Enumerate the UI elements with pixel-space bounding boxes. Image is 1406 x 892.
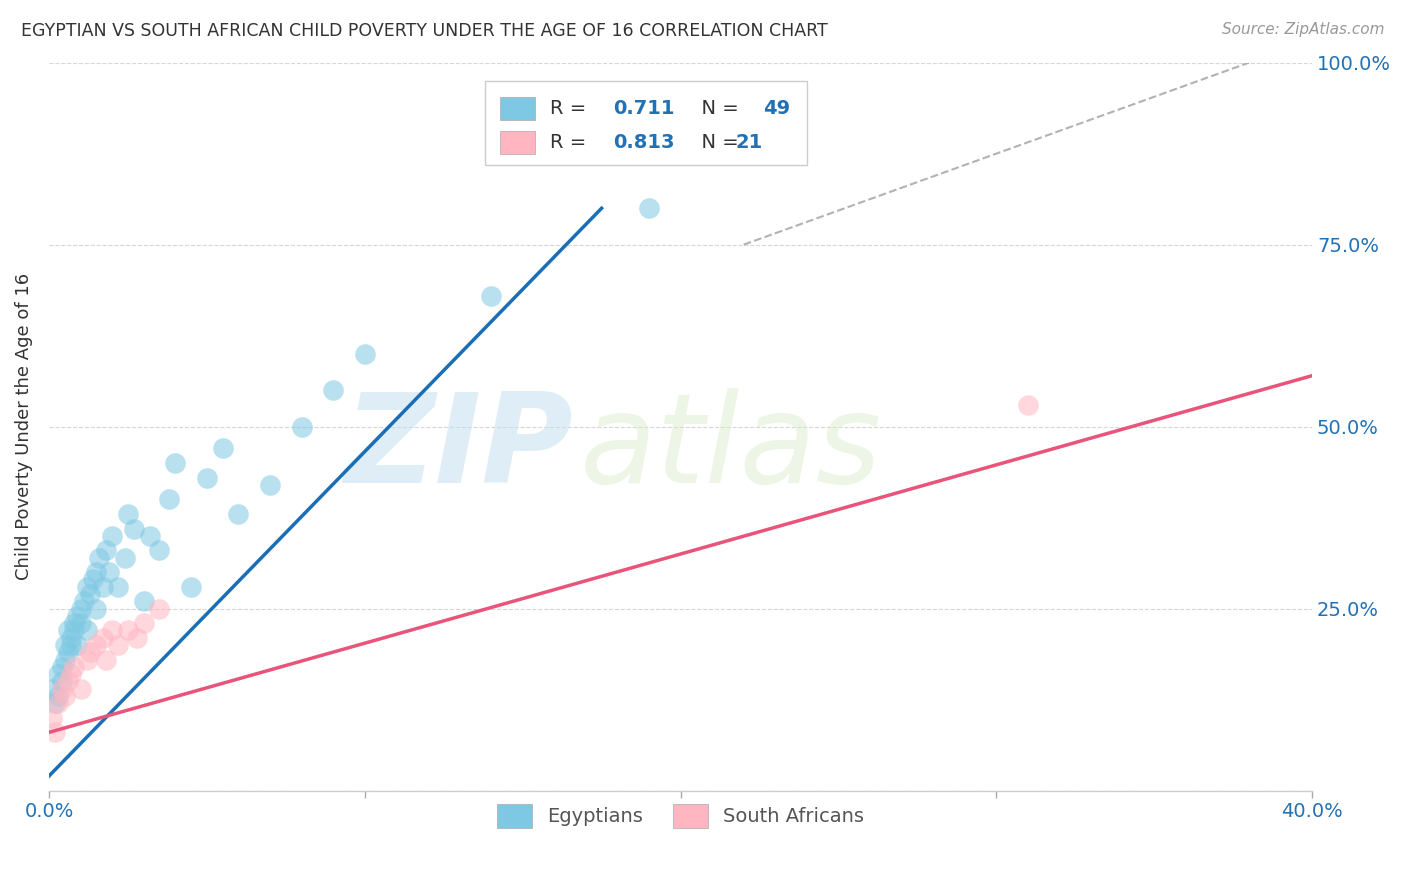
Point [82, 573, 104, 587]
Text: atlas: atlas [579, 388, 882, 509]
Point [66, 638, 89, 652]
Point [101, 624, 124, 638]
Point [94, 652, 117, 666]
Point [63, 624, 86, 638]
Point [51, 674, 73, 689]
Point [53, 689, 76, 703]
Point [60, 638, 83, 652]
Point [60, 631, 83, 645]
Text: N =: N = [689, 133, 745, 153]
Point [44, 696, 66, 710]
Point [122, 522, 145, 536]
Text: EGYPTIAN VS SOUTH AFRICAN CHILD POVERTY UNDER THE AGE OF 16 CORRELATION CHART: EGYPTIAN VS SOUTH AFRICAN CHILD POVERTY … [21, 22, 828, 40]
Point [56, 624, 79, 638]
Legend: Egyptians, South Africans: Egyptians, South Africans [489, 797, 872, 836]
Point [132, 594, 155, 608]
Point [132, 616, 155, 631]
Text: 0.711: 0.711 [613, 99, 675, 118]
Point [66, 608, 89, 623]
Point [86, 601, 108, 615]
Point [79, 587, 101, 601]
Point [51, 681, 73, 696]
Point [91, 631, 114, 645]
Point [69, 681, 91, 696]
Point [165, 456, 187, 470]
Point [148, 543, 170, 558]
Point [98, 566, 121, 580]
Point [94, 543, 117, 558]
Point [1017, 398, 1039, 412]
Point [101, 529, 124, 543]
Text: 0.813: 0.813 [613, 133, 675, 153]
Text: Source: ZipAtlas.com: Source: ZipAtlas.com [1222, 22, 1385, 37]
Point [48, 667, 70, 681]
Point [41, 681, 63, 696]
Point [60, 667, 83, 681]
Point [91, 580, 114, 594]
Point [63, 660, 86, 674]
Point [69, 616, 91, 631]
Point [114, 550, 136, 565]
Point [107, 580, 129, 594]
Point [195, 470, 218, 484]
Point [48, 696, 70, 710]
Point [56, 645, 79, 659]
Text: N =: N = [689, 99, 745, 118]
Point [69, 601, 91, 615]
Point [638, 201, 661, 215]
Point [86, 566, 108, 580]
Point [127, 631, 149, 645]
Point [157, 492, 180, 507]
Point [107, 638, 129, 652]
Point [76, 580, 98, 594]
Point [79, 645, 101, 659]
Text: 49: 49 [762, 99, 790, 118]
Point [41, 711, 63, 725]
Text: R =: R = [551, 133, 593, 153]
Text: ZIP: ZIP [344, 388, 574, 509]
FancyBboxPatch shape [485, 81, 807, 164]
FancyBboxPatch shape [501, 131, 536, 154]
Point [117, 624, 139, 638]
Point [44, 725, 66, 739]
Point [479, 288, 502, 302]
Point [353, 347, 375, 361]
Point [89, 550, 111, 565]
Point [86, 638, 108, 652]
Point [180, 580, 202, 594]
Text: R =: R = [551, 99, 593, 118]
Point [73, 594, 96, 608]
FancyBboxPatch shape [501, 97, 536, 120]
Point [56, 674, 79, 689]
Point [53, 652, 76, 666]
Point [53, 638, 76, 652]
Point [76, 624, 98, 638]
Point [139, 529, 162, 543]
Point [291, 419, 314, 434]
Point [259, 478, 281, 492]
Point [117, 507, 139, 521]
Y-axis label: Child Poverty Under the Age of 16: Child Poverty Under the Age of 16 [15, 273, 32, 580]
Point [48, 689, 70, 703]
Point [63, 616, 86, 631]
Point [51, 660, 73, 674]
Point [228, 507, 250, 521]
Point [76, 652, 98, 666]
Point [148, 601, 170, 615]
Point [322, 383, 344, 397]
Text: 21: 21 [735, 133, 762, 153]
Point [211, 442, 233, 456]
